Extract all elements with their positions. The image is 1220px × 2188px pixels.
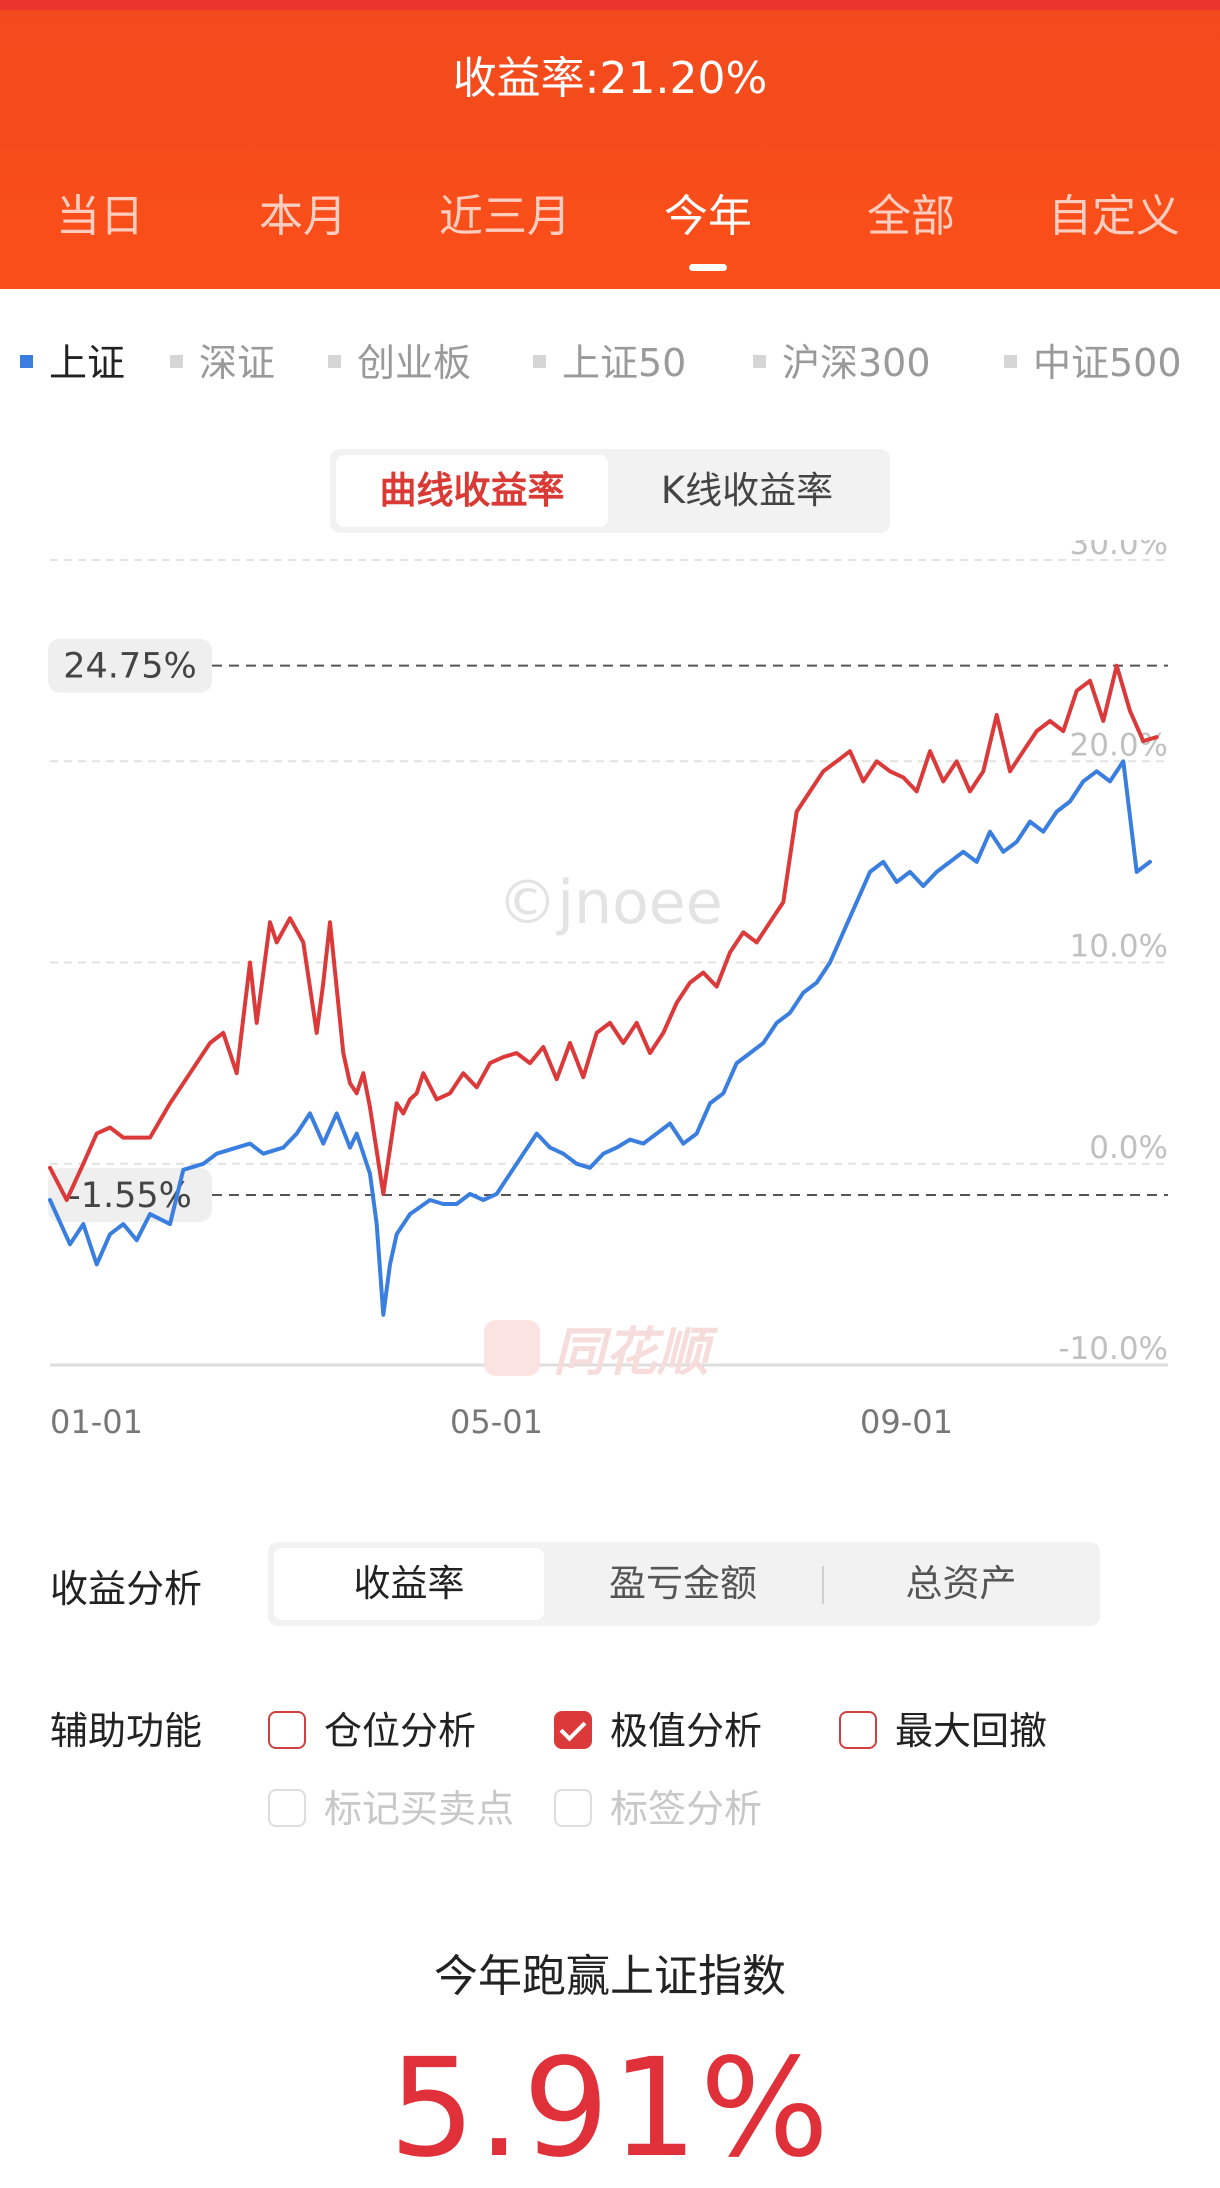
index-csi300[interactable]: 沪深300 [753,332,931,387]
checkbox-icon [554,1788,592,1827]
analysis-return-rate[interactable]: 收益率 [274,1548,544,1620]
header-bar: 收益率:21.20% 当日 本月 近三月 今年 全部 自定义 [0,0,1220,289]
index-csi500[interactable]: 中证500 [1004,332,1182,387]
legend-square-icon [753,355,766,368]
legend-square-icon [328,355,341,368]
chart-grid: 30.0% 20.0% 10.0% 0.0% -10.0% [50,540,1168,1367]
return-chart: 30.0% 20.0% 10.0% 0.0% -10.0% ©jnoee 同花顺 24.7… [48,540,1168,1441]
y-tick-label: 0.0% [1089,1130,1168,1166]
benchmark-index-row: 上证 深证 创业板 上证50 沪深300 中证500 [0,332,1220,392]
aux-label: 辅助功能 [50,1709,203,1753]
chart-type-toggle: 曲线收益率 K线收益率 [330,449,890,533]
y-tick-label: 30.0% [1070,540,1168,562]
legend-square-icon [170,355,183,368]
beat-index-value: 5.91% [388,2030,832,2188]
tab-this-month[interactable]: 本月 [259,191,347,242]
analysis-profit-amount[interactable]: 盈亏金额 [609,1562,757,1605]
extreme-value-label: -1.55% [68,1176,192,1216]
index-return-line [48,759,1152,1317]
extreme-label-badge [48,638,212,693]
divider [822,1566,824,1604]
extreme-value-label: 24.75% [63,647,196,687]
index-shanghai[interactable]: 上证 [20,332,125,387]
tab-custom[interactable]: 自定义 [1048,191,1180,242]
checkbox-icon [268,1788,306,1827]
tonghuashun-watermark: 同花顺 [553,1323,719,1383]
reference-lines: 24.75% -1.55% [48,638,1168,1222]
x-axis: 01-01 05-01 09-01 [50,1403,953,1441]
active-tab-indicator [689,264,727,271]
checkbox-icon [268,1710,306,1749]
legend-square-icon [1004,355,1017,368]
y-tick-label: -10.0% [1058,1331,1168,1367]
legend-square-icon [533,355,546,368]
tab-all[interactable]: 全部 [867,191,955,242]
analysis-toggle: 收益率 盈亏金额 总资产 [268,1542,1100,1626]
tab-this-year[interactable]: 今年 [664,191,752,242]
analysis-label: 收益分析 [50,1567,203,1611]
kline-return-button[interactable]: K线收益率 [660,469,834,512]
jnoee-watermark: ©jnoee [497,868,722,938]
portfolio-return-line [48,663,1159,1202]
position-analysis-checkbox[interactable]: 仓位分析 [268,1700,476,1753]
period-tabs: 当日 本月 近三月 今年 全部 自定义 [0,180,1220,260]
max-drawdown-checkbox[interactable]: 最大回撤 [839,1700,1047,1753]
checkbox-icon [839,1710,877,1749]
legend-square-icon [20,355,33,368]
chart-watermarks: ©jnoee 同花顺 [484,868,723,1383]
y-tick-label: 20.0% [1070,727,1168,763]
x-tick-label: 05-01 [450,1403,543,1441]
tab-three-months[interactable]: 近三月 [439,191,571,242]
index-sse50[interactable]: 上证50 [533,332,686,387]
tag-analysis-checkbox[interactable]: 标签分析 [554,1778,762,1831]
extreme-label-badge [48,1167,212,1222]
return-rate-title: 收益率:21.20% [452,53,768,104]
beat-index-title: 今年跑赢上证指数 [434,1951,786,2002]
status-strip [0,0,1220,10]
index-chinext[interactable]: 创业板 [328,332,471,387]
x-tick-label: 01-01 [50,1403,143,1441]
curve-return-button[interactable]: 曲线收益率 [336,455,608,527]
extreme-analysis-checkbox[interactable]: 极值分析 [554,1700,762,1753]
checkbox-checked-icon [554,1710,592,1749]
mark-trades-checkbox[interactable]: 标记买卖点 [268,1778,514,1831]
y-tick-label: 10.0% [1070,929,1168,965]
chart-series [48,663,1159,1317]
analysis-total-assets[interactable]: 总资产 [905,1562,1017,1605]
index-shenzhen[interactable]: 深证 [170,332,275,387]
tonghuashun-logo-icon [484,1320,540,1376]
x-tick-label: 09-01 [860,1403,953,1441]
tab-today[interactable]: 当日 [56,191,144,242]
